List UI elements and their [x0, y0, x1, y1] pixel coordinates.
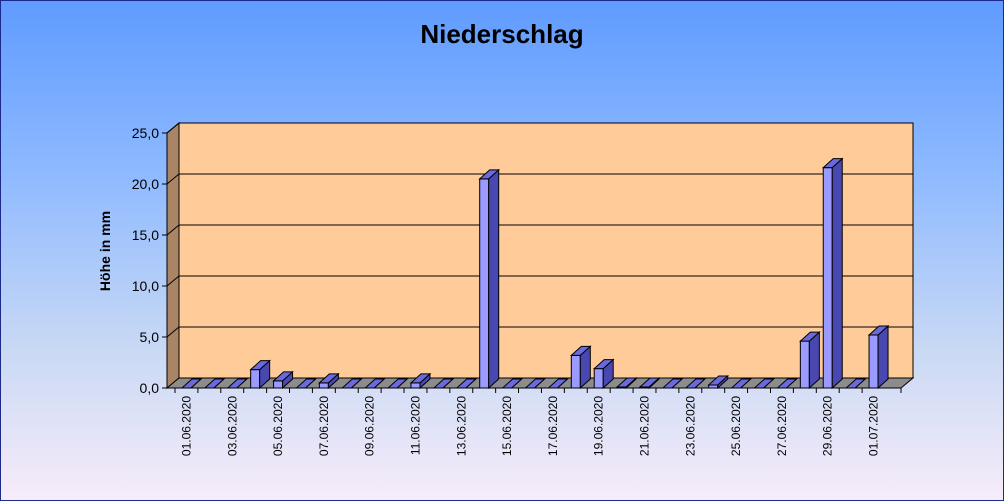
- bar-front: [410, 382, 421, 389]
- x-tick-label: 07.06.2020: [317, 396, 331, 456]
- bar-top: [707, 375, 730, 386]
- x-tick-label: 01.06.2020: [179, 396, 193, 456]
- bar: [592, 358, 615, 390]
- x-tick-label: 05.06.2020: [271, 396, 285, 456]
- x-tick-label: 29.06.2020: [821, 396, 835, 456]
- bar-top: [799, 331, 821, 342]
- y-tick-label: 0,0: [140, 380, 160, 396]
- bar-front: [570, 354, 581, 389]
- bar-side: [877, 324, 889, 390]
- bar-front: [868, 334, 879, 389]
- bar: [570, 345, 592, 390]
- gridline-side: [166, 275, 180, 287]
- bar-front: [799, 340, 810, 389]
- bar-top: [272, 371, 294, 382]
- y-axis-label: Höhe in mm: [97, 211, 113, 291]
- bar-front: [318, 382, 329, 389]
- bar-top: [867, 325, 890, 336]
- bar-front: [479, 178, 490, 389]
- x-tick-label: 15.06.2020: [500, 396, 514, 456]
- gridlines: [166, 122, 913, 338]
- bar-top: [249, 360, 271, 371]
- bar: [478, 168, 500, 390]
- plot-back-wall: [178, 122, 914, 379]
- bar: [318, 372, 340, 390]
- y-tick-label: 20,0: [132, 176, 159, 192]
- x-tick-label: 25.06.2020: [729, 396, 743, 456]
- gridline-side: [166, 173, 180, 185]
- y-tick-label: 5,0: [140, 329, 160, 345]
- bar-front: [822, 167, 833, 389]
- bar: [821, 157, 844, 390]
- bar-top: [409, 373, 432, 384]
- bar: [272, 370, 294, 390]
- x-tick-label: 21.06.2020: [638, 396, 652, 456]
- bar: [249, 359, 271, 390]
- bar: [799, 330, 821, 390]
- x-tick-label: 11.06.2020: [408, 396, 422, 455]
- bar-front: [250, 369, 261, 389]
- x-tick-label: 19.06.2020: [592, 396, 606, 456]
- gridline-side: [166, 122, 180, 134]
- bar: [615, 376, 638, 390]
- x-tick-label: 17.06.2020: [546, 396, 560, 456]
- x-tick-label: 13.06.2020: [454, 396, 468, 456]
- bar: [707, 374, 730, 390]
- bar-top: [821, 158, 844, 169]
- bar-side: [808, 330, 820, 390]
- bar-top: [318, 373, 340, 384]
- bar-front: [273, 380, 284, 389]
- bar-front: [593, 368, 604, 389]
- bar-top: [615, 377, 638, 388]
- plot-side-wall: [166, 121, 180, 390]
- chart-title: Niederschlag: [420, 19, 584, 49]
- x-tick-label: 03.06.2020: [225, 396, 239, 456]
- bar-side: [831, 157, 843, 390]
- bar-top: [638, 377, 661, 388]
- x-tick-label: 09.06.2020: [363, 396, 377, 456]
- gridline-side: [166, 326, 180, 338]
- bar: [867, 324, 890, 390]
- bar-top: [570, 345, 592, 356]
- bar-top: [478, 169, 500, 180]
- gridline-side: [166, 224, 180, 236]
- bar: [409, 372, 432, 390]
- x-tick-label: 27.06.2020: [775, 396, 789, 456]
- x-axis-ticks: 01.06.2020 03.06.2020 05.06.2020 07.06.2020…: [167, 387, 902, 456]
- bar-side: [488, 168, 500, 390]
- y-tick-label: 10,0: [132, 278, 159, 294]
- y-axis-ticks: 0,0 5,0 10,0 15,0 20,0 25,0: [132, 125, 168, 396]
- bar-top: [592, 359, 615, 370]
- x-tick-label: 01.07.2020: [867, 396, 881, 456]
- y-tick-label: 15,0: [132, 227, 159, 243]
- y-tick-label: 25,0: [132, 125, 159, 141]
- x-tick-label: 23.06.2020: [683, 396, 697, 456]
